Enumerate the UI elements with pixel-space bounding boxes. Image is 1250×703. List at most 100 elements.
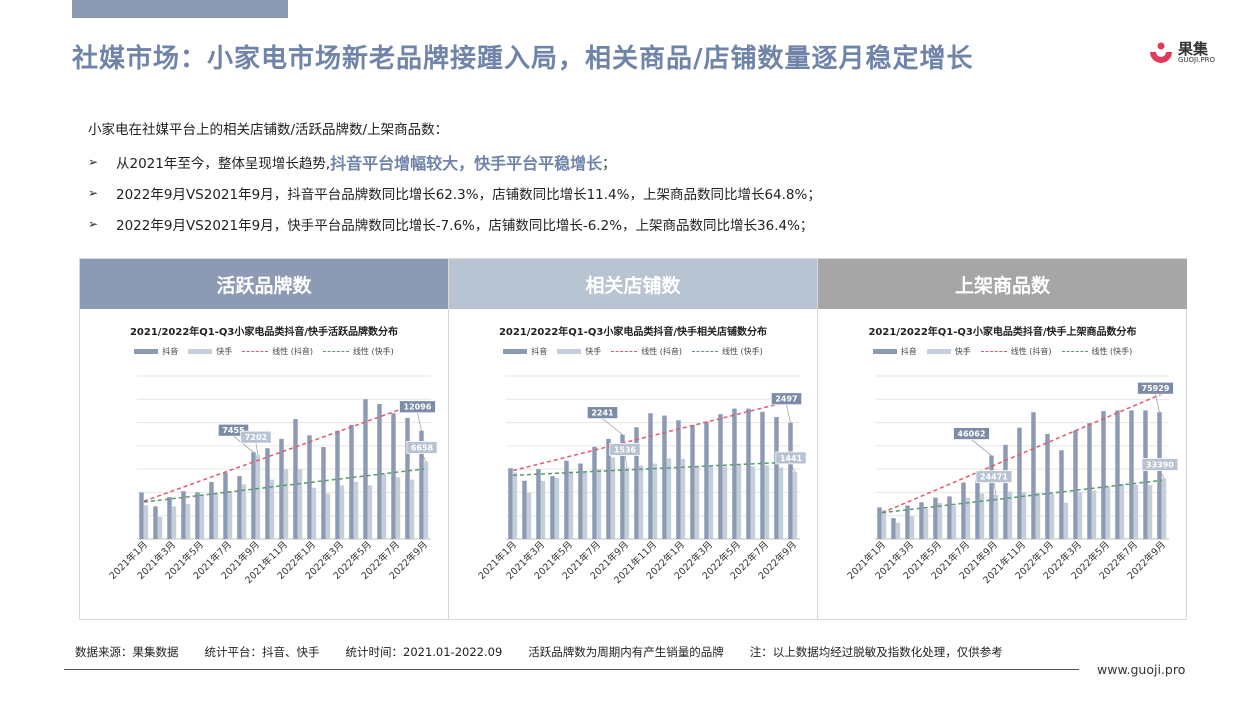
bar-douyin — [508, 468, 513, 539]
logo-text: 果集 — [1178, 40, 1209, 58]
bar-kuaishou — [666, 458, 672, 539]
bullet-arrow-icon: ➢ — [88, 216, 99, 231]
legend-kuaishou: 快手 — [557, 346, 601, 357]
bar-kuaishou — [680, 458, 686, 539]
bar-douyin — [279, 438, 284, 539]
bar-kuaishou — [610, 457, 616, 539]
bar-kuaishou — [409, 479, 415, 539]
bar-kuaishou — [526, 492, 532, 539]
footer-note: 注：以上数据均经过脱敏及指数化处理，仅供参考 — [749, 645, 1003, 659]
summary-intro: 小家电在社媒平台上的相关店铺数/活跃品牌数/上架商品数： — [88, 122, 449, 138]
bar-kuaishou — [255, 455, 261, 539]
bar-douyin — [209, 481, 214, 539]
bar-douyin — [676, 420, 681, 539]
trend-line-kuaishou — [881, 479, 1163, 514]
data-label: 7455 — [222, 426, 245, 435]
bar-kuaishou — [722, 466, 728, 539]
bar-douyin — [237, 476, 242, 539]
bar-douyin — [167, 497, 172, 539]
bar-douyin — [405, 417, 410, 539]
chart-panels: 活跃品牌数 2021/2022年Q1-Q3小家电品类抖音/快手活跃品牌数分布 抖… — [79, 258, 1187, 620]
data-label: 1441 — [780, 454, 803, 463]
bar-douyin — [891, 518, 896, 539]
legend-trend-kuaishou: 线性 (快手) — [692, 346, 763, 357]
label-leader-line — [1159, 470, 1165, 479]
data-label: 1536 — [614, 445, 637, 454]
bar-kuaishou — [512, 472, 518, 539]
summary-bullets: ➢ 从2021年至今，整体呈现增长趋势, 抖音平台增幅较大，快手平台平稳增长 ；… — [88, 146, 821, 239]
bar-douyin — [634, 427, 639, 539]
bar-douyin — [377, 403, 382, 539]
bar-douyin — [933, 497, 938, 539]
label-leader-line — [417, 412, 422, 431]
bar-douyin — [564, 460, 569, 539]
logo-icon — [1150, 42, 1172, 63]
site-url[interactable]: www.guoji.pro — [1097, 662, 1186, 677]
bar-kuaishou — [1091, 490, 1097, 539]
bar-kuaishou — [143, 505, 149, 539]
bar-douyin — [1017, 427, 1022, 539]
bar-douyin — [989, 455, 994, 539]
bar-douyin — [223, 472, 228, 539]
bar-kuaishou — [1119, 483, 1125, 539]
legend-trend-kuaishou: 线性 (快手) — [323, 346, 394, 357]
label-leader-line — [1155, 394, 1160, 413]
bar-douyin — [419, 430, 424, 539]
bar-douyin — [265, 448, 270, 539]
data-label: 33390 — [1146, 461, 1174, 470]
bar-kuaishou — [708, 465, 714, 539]
legend-douyin: 抖音 — [503, 346, 547, 357]
bar-douyin — [905, 505, 910, 539]
bar-kuaishou — [185, 504, 191, 539]
bar-kuaishou — [339, 485, 345, 539]
footer-period: 统计时间：2021.01-2022.09 — [345, 645, 503, 659]
bar-kuaishou — [367, 485, 373, 539]
legend-trend-douyin: 线性 (抖音) — [611, 346, 682, 357]
summary-bullet: ➢ 2022年9月VS2021年9月，快手平台品牌数同比增长-7.6%，店铺数同… — [88, 208, 821, 239]
bar-douyin — [363, 399, 368, 539]
bar-douyin — [760, 411, 765, 539]
bar-douyin — [648, 413, 653, 539]
chart-legend: 抖音 快手 线性 (抖音) 线性 (快手) — [818, 346, 1187, 357]
data-label-box — [770, 392, 803, 406]
bar-kuaishou — [792, 471, 798, 539]
data-label: 12096 — [404, 403, 432, 412]
bar-douyin — [732, 408, 737, 539]
trend-line-douyin — [143, 400, 425, 502]
bar-douyin — [578, 463, 583, 539]
data-label: 7202 — [245, 433, 267, 442]
bar-douyin — [662, 415, 667, 539]
bar-douyin — [349, 424, 354, 539]
bar-kuaishou — [965, 497, 971, 539]
bar-douyin — [307, 435, 312, 539]
bar-kuaishou — [736, 464, 742, 539]
legend-douyin: 抖音 — [872, 346, 917, 357]
bar-douyin — [704, 421, 709, 539]
label-leader-line — [624, 455, 628, 468]
label-leader-line — [255, 443, 259, 456]
bar-douyin — [1101, 411, 1106, 539]
data-label-box — [586, 406, 619, 420]
bar-kuaishou — [395, 477, 401, 539]
bullet-text-end: ； — [602, 155, 616, 172]
bar-douyin — [1143, 410, 1148, 539]
footer-divider — [64, 669, 1079, 670]
panel-header: 活跃品牌数 — [80, 259, 448, 309]
chart-legend: 抖音 快手 线性 (抖音) 线性 (快手) — [449, 346, 817, 357]
bar-kuaishou — [764, 465, 770, 539]
bar-kuaishou — [1021, 492, 1027, 539]
bullet-text: 2022年9月VS2021年9月，抖音平台品牌数同比增长62.3%，店铺数同比增… — [116, 186, 821, 203]
legend-douyin: 抖音 — [134, 346, 178, 357]
data-label-box — [975, 470, 1013, 484]
label-leader-line — [993, 482, 997, 495]
bar-kuaishou — [353, 481, 359, 539]
label-leader-line — [790, 463, 796, 473]
summary-bullet: ➢ 2022年9月VS2021年9月，抖音平台品牌数同比增长62.3%，店铺数同… — [88, 177, 821, 208]
data-label-box — [775, 451, 807, 465]
bar-kuaishou — [227, 491, 233, 539]
bar-kuaishou — [540, 480, 546, 539]
bar-douyin — [195, 492, 200, 539]
chart-title: 2021/2022年Q1-Q3小家电品类抖音/快手活跃品牌数分布 — [129, 327, 399, 338]
data-label-box — [609, 443, 641, 456]
chart-title: 2021/2022年Q1-Q3小家电品类抖音/快手上架商品数分布 — [868, 327, 1137, 338]
